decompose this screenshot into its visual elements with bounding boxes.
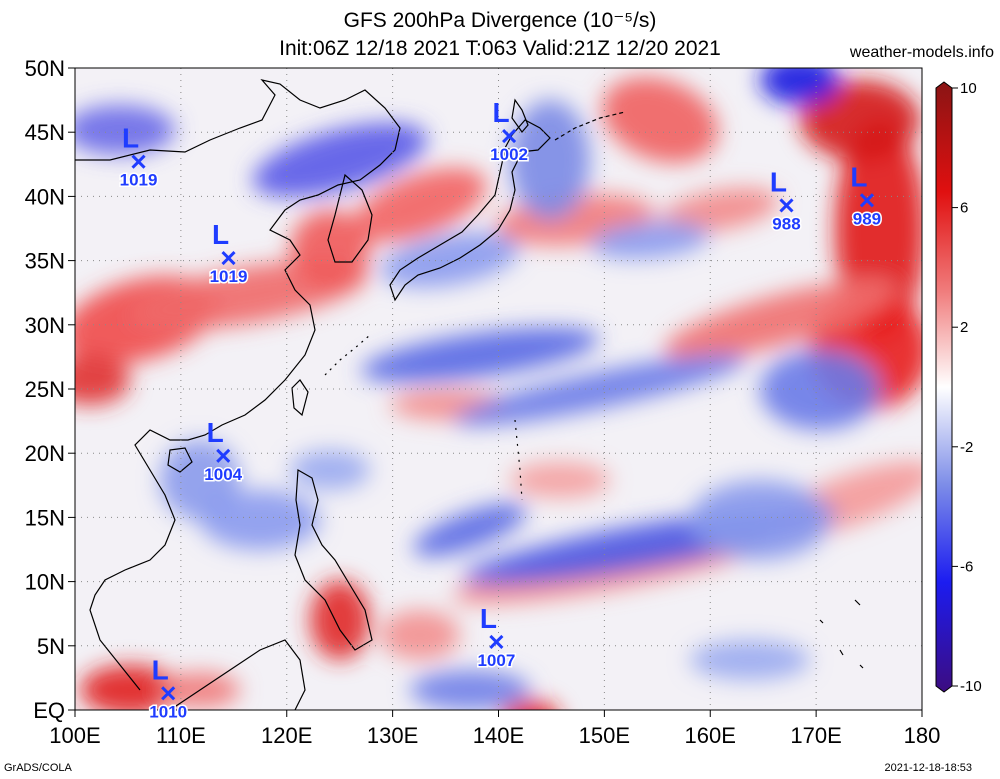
lat-tick-label: 35N	[25, 249, 65, 274]
low-L-label: L	[480, 603, 497, 634]
lon-tick-label: 160E	[685, 723, 736, 748]
low-L-label: L	[152, 654, 169, 685]
chart-subtitle: Init:06Z 12/18 2021 T:063 Valid:21Z 12/2…	[279, 37, 721, 60]
colorbar	[935, 81, 953, 693]
low-marker: L 1010	[148, 654, 189, 723]
lon-tick-label: 150E	[579, 723, 630, 748]
low-center-cross	[489, 634, 504, 650]
low-marker: L 1007	[476, 603, 517, 672]
low-center-cross	[131, 154, 146, 169]
low-marker: L 989	[850, 161, 882, 230]
low-L-label: L	[212, 219, 229, 250]
low-pressure-value: 1010	[149, 702, 187, 721]
low-center-cross	[502, 128, 517, 144]
low-marker: L 1019	[118, 123, 159, 192]
lat-tick-label: 20N	[25, 441, 65, 466]
chart-title: GFS 200hPa Divergence (10⁻⁵/s)	[343, 9, 657, 32]
lat-tick-label: 15N	[25, 505, 65, 530]
divergence-field	[75, 68, 922, 710]
low-L-label: L	[122, 123, 139, 154]
low-center-cross	[216, 448, 231, 463]
lon-tick-label: 180	[904, 723, 941, 748]
lon-tick-label: 170E	[790, 723, 841, 748]
low-L-label: L	[770, 166, 787, 197]
axis-ticks: 100E 110E 120E 130E 140E 150E 160E 170E 180 EQ 5N 1…	[25, 56, 941, 748]
colorbar-label: -2	[960, 439, 973, 456]
lat-tick-label: 50N	[25, 56, 65, 81]
colorbar-label: 2	[960, 319, 968, 336]
low-center-cross	[161, 686, 176, 701]
low-L-label: L	[207, 417, 224, 448]
lon-tick-label: 130E	[367, 723, 418, 748]
low-L-label: L	[493, 97, 510, 128]
low-center-cross	[221, 250, 236, 266]
coastlines	[75, 79, 864, 710]
low-pressure-value: 1007	[477, 651, 515, 670]
colorbar-label: -6	[960, 558, 973, 575]
low-pressure-value: 1004	[204, 465, 242, 484]
lat-tick-label: 45N	[25, 120, 65, 145]
low-marker: L 1019	[208, 219, 249, 288]
lon-tick-label: 100E	[49, 723, 100, 748]
low-center-cross	[779, 198, 794, 213]
lat-tick-label: 10N	[25, 570, 65, 595]
lon-tick-label: 110E	[156, 723, 206, 748]
low-marker: L 988	[770, 166, 802, 235]
lat-tick-label: 5N	[37, 634, 65, 659]
lat-tick-label: 25N	[25, 377, 65, 402]
site-credit: weather-models.info	[849, 44, 994, 61]
low-marker: L 1004	[203, 417, 244, 486]
lat-tick-label: 40N	[25, 184, 65, 209]
footer-timestamp: 2021-12-18-18:53	[884, 762, 972, 774]
low-pressure-value: 989	[853, 209, 881, 228]
low-pressure-value: 1019	[120, 171, 158, 190]
low-L-label: L	[850, 161, 867, 192]
colorbar-label: 10	[960, 80, 977, 97]
colorbar-label: 6	[960, 200, 968, 217]
low-pressure-value: 1019	[210, 267, 248, 286]
low-pressure-value: 1002	[490, 145, 528, 164]
colorbar-label: -10	[960, 678, 982, 695]
lon-tick-label: 140E	[473, 723, 524, 748]
lat-tick-label: 30N	[25, 313, 65, 338]
colorbar-labels: 10 6 2 -2 -6 -10	[952, 80, 982, 695]
low-pressure-value: 988	[772, 214, 800, 233]
low-center-cross	[859, 193, 875, 208]
footer-credit: GrADS/COLA	[4, 762, 72, 774]
low-pressure-markers: L 1019 L 1019 L 1002 L 1004 L 988 L 989 L 1007 L 1010	[118, 97, 883, 723]
low-marker: L 1002	[489, 97, 530, 166]
lat-tick-label: EQ	[33, 698, 65, 723]
lon-tick-label: 120E	[261, 723, 312, 748]
